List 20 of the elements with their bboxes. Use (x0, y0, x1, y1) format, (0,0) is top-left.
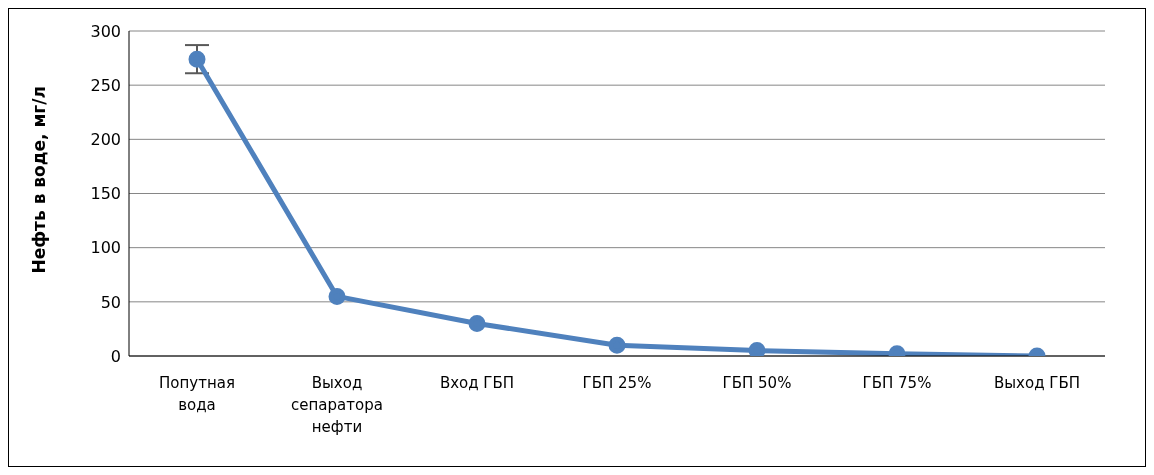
y-tick-label: 50 (100, 292, 121, 312)
x-tick-label: Выход сепаратора нефти (291, 374, 383, 436)
y-tick-label: 0 (110, 346, 121, 366)
x-tick-label: Попутная вода (159, 374, 235, 414)
point (748, 342, 766, 356)
y-tick-label: 150 (90, 184, 121, 204)
y-axis-title: Нефть в воде, мг/л (29, 86, 50, 274)
point (188, 50, 206, 68)
x-tick-label: ГБП 25% (582, 374, 652, 392)
y-tick-label: 200 (90, 130, 121, 150)
x-tick-label: Вход ГБП (439, 374, 515, 392)
y-tick-label: 100 (90, 238, 121, 258)
point (608, 336, 626, 354)
x-tick-label: ГБП 50% (722, 374, 792, 392)
point (328, 287, 346, 305)
y-tick-label: 250 (90, 75, 121, 95)
x-tick-label: Выход ГБП (993, 374, 1081, 392)
y-tick-label: 300 (90, 21, 121, 41)
x-tick-label: ГБП 75% (862, 374, 932, 392)
point (468, 315, 486, 332)
